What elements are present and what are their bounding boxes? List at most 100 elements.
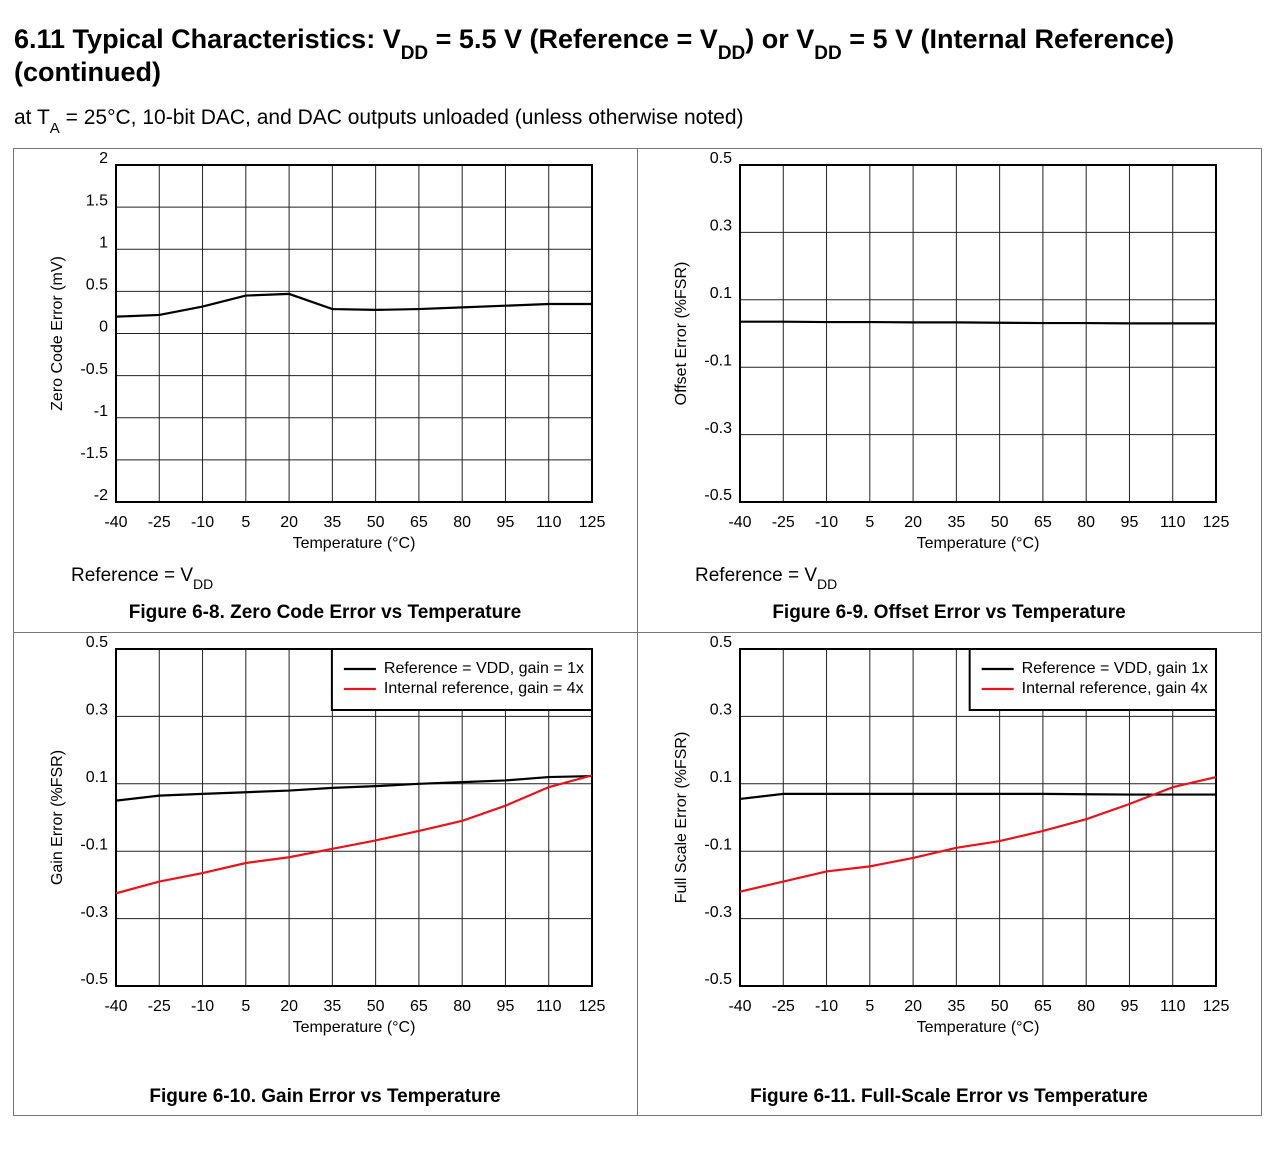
y-tick-label: -0.3 [704, 420, 732, 437]
x-tick-label: -40 [104, 514, 127, 531]
subscript: DD [718, 43, 745, 64]
x-tick-label: 80 [1077, 998, 1095, 1015]
x-tick-label: 110 [536, 998, 562, 1015]
y-tick-label: 0.1 [710, 285, 732, 302]
legend-label: Internal reference, gain 4x [1022, 680, 1208, 697]
x-tick-label: 35 [323, 514, 341, 531]
legend-label: Internal reference, gain = 4x [384, 680, 584, 697]
x-tick-label: -25 [772, 514, 795, 531]
x-tick-label: 95 [497, 514, 515, 531]
x-tick-label: 125 [1203, 998, 1230, 1015]
y-axis-label: Zero Code Error (mV) [49, 256, 66, 411]
note: Reference = VDD [71, 565, 213, 592]
x-tick-label: 20 [280, 998, 298, 1015]
x-tick-label: -40 [728, 514, 751, 531]
page-title: 6.11 Typical Characteristics: VDD = 5.5 … [14, 24, 1174, 64]
text-part: (continued) [14, 57, 161, 87]
y-axis-label: Full Scale Error (%FSR) [673, 732, 690, 904]
line-series [115, 774, 593, 895]
x-tick-label: 20 [904, 514, 922, 531]
x-tick-label: 65 [1034, 514, 1052, 531]
subscript: DD [401, 43, 428, 64]
x-tick-label: -10 [815, 514, 838, 531]
page-title: (continued) [14, 57, 161, 87]
note: Reference = VDD [695, 565, 837, 592]
x-tick-label: -10 [815, 998, 838, 1015]
text-part: = 5.5 V (Reference = V [428, 24, 718, 54]
x-tick-label: 110 [1160, 514, 1186, 531]
figure-caption: Figure 6-11. Full-Scale Error vs Tempera… [750, 1086, 1148, 1107]
text-part: Reference = V [71, 565, 193, 586]
legend-label: Reference = VDD, gain 1x [1022, 660, 1208, 677]
legend: Reference = VDD, gain 1x Internal referen… [968, 648, 1217, 711]
subscript: A [50, 120, 60, 137]
text-part: 6.11 Typical Characteristics: V [14, 24, 401, 54]
y-tick-label: -1.5 [80, 445, 108, 462]
figure-caption: Figure 6-8. Zero Code Error vs Temperatu… [129, 602, 521, 623]
x-axis-label: Temperature (°C) [917, 535, 1040, 552]
y-tick-label: -0.5 [704, 971, 732, 988]
x-tick-label: -40 [728, 998, 751, 1015]
x-tick-label: 125 [579, 998, 606, 1015]
x-tick-label: -10 [191, 514, 214, 531]
line-series [115, 292, 592, 318]
x-tick-label: 50 [367, 514, 385, 531]
x-tick-label: 5 [241, 514, 250, 531]
x-tick-label: 20 [904, 998, 922, 1015]
y-tick-label: 2 [99, 150, 108, 167]
x-tick-label: 80 [453, 998, 471, 1015]
text-part: ) or V [745, 24, 814, 54]
line-series [115, 774, 593, 802]
y-axis-label: Gain Error (%FSR) [49, 750, 66, 885]
subtitle: at TA = 25°C, 10-bit DAC, and DAC output… [14, 106, 744, 137]
x-axis-label: Temperature (°C) [917, 1019, 1040, 1036]
y-tick-label: -0.5 [80, 971, 108, 988]
subscript: DD [817, 576, 837, 592]
x-tick-label: 65 [1034, 998, 1052, 1015]
x-axis-label: Temperature (°C) [293, 535, 416, 552]
y-tick-label: 1 [99, 234, 108, 251]
line-series [739, 792, 1216, 801]
x-tick-label: -25 [148, 998, 171, 1015]
plot-border [115, 164, 593, 503]
y-tick-label: 1.5 [86, 192, 108, 209]
y-tick-label: 0.5 [710, 634, 732, 651]
x-tick-label: 50 [367, 998, 385, 1015]
x-tick-label: 95 [1121, 514, 1139, 531]
x-tick-label: 110 [1160, 998, 1186, 1015]
y-tick-label: 0.1 [86, 769, 108, 786]
plot-border [739, 164, 1217, 503]
line-series [740, 320, 1216, 325]
y-tick-label: 0.3 [86, 702, 108, 719]
line-series [739, 775, 1217, 893]
x-tick-label: 110 [536, 514, 562, 531]
y-tick-label: 0.5 [86, 634, 108, 651]
x-tick-label: 125 [579, 514, 606, 531]
x-tick-label: -25 [148, 514, 171, 531]
y-axis-label: Offset Error (%FSR) [673, 262, 690, 406]
x-tick-label: 95 [497, 998, 515, 1015]
x-tick-label: -40 [104, 998, 127, 1015]
text-part: at T [14, 106, 50, 129]
x-tick-label: 20 [280, 514, 298, 531]
x-tick-label: 50 [991, 998, 1009, 1015]
x-tick-label: 65 [410, 998, 428, 1015]
subscript: DD [814, 43, 841, 64]
figure-caption: Figure 6-9. Offset Error vs Temperature [772, 602, 1125, 623]
y-tick-label: -2 [94, 487, 108, 504]
y-tick-label: -0.3 [80, 904, 108, 921]
y-tick-label: -1 [94, 403, 108, 420]
y-tick-label: 0.3 [710, 702, 732, 719]
y-tick-label: -0.1 [80, 836, 108, 853]
x-tick-label: 125 [1203, 514, 1230, 531]
y-tick-label: -0.5 [80, 361, 108, 378]
legend-box [330, 648, 593, 711]
y-tick-label: 0.5 [86, 277, 108, 294]
text-part: = 5 V (Internal Reference) [842, 24, 1174, 54]
x-tick-label: 5 [241, 998, 250, 1015]
y-tick-label: 0.5 [710, 150, 732, 167]
y-tick-label: -0.5 [704, 487, 732, 504]
y-tick-label: -0.1 [704, 352, 732, 369]
